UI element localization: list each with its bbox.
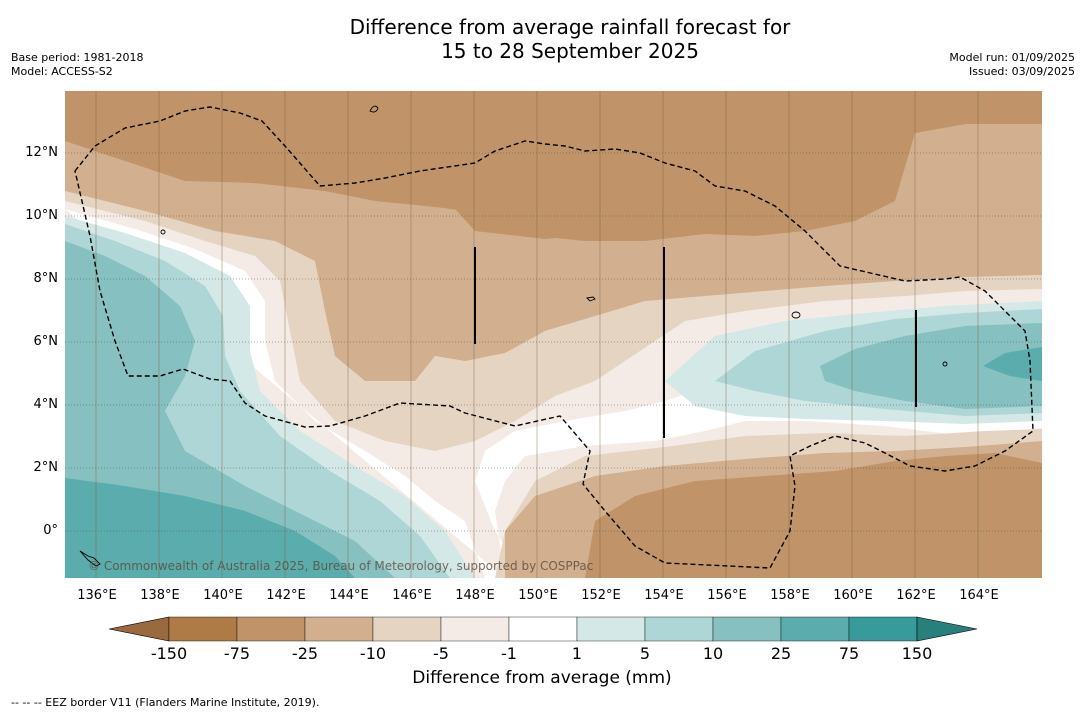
colorbar-tick-75: 75	[838, 644, 860, 663]
lat-label-2n: 2°N	[33, 460, 59, 475]
colorbar-segment-10	[780, 616, 850, 642]
colorbar-tick-minus1: -1	[501, 644, 517, 663]
colorbar-segment-9	[712, 616, 782, 642]
colorbar-tick-minus150: -150	[150, 644, 188, 663]
lon-label-138e: 138°E	[140, 588, 180, 603]
colorbar-segment-5	[440, 616, 510, 642]
lat-label-0: 0°	[43, 523, 58, 538]
model-text: Model: ACCESS-S2	[11, 65, 113, 78]
lon-label-158e: 158°E	[770, 588, 810, 603]
colorbar-segment-7	[576, 616, 646, 642]
eez-footnote: -- -- -- EEZ border V11 (Flanders Marine…	[11, 696, 320, 709]
lat-label-4n: 4°N	[33, 397, 59, 412]
colorbar-tick-minus10: -10	[359, 644, 387, 663]
lon-label-156e: 156°E	[707, 588, 747, 603]
lon-label-144e: 144°E	[329, 588, 369, 603]
lat-label-6n: 6°N	[33, 334, 59, 349]
colorbar-segment-1	[168, 616, 238, 642]
lat-label-10n: 10°N	[25, 208, 58, 223]
lon-label-154e: 154°E	[644, 588, 684, 603]
lon-label-146e: 146°E	[392, 588, 432, 603]
colorbar-segment-2	[236, 616, 306, 642]
eez-border	[74, 106, 1034, 569]
contour-plus25-east	[983, 347, 1042, 381]
colorbar-segment-8	[644, 616, 714, 642]
lon-label-162e: 162°E	[896, 588, 936, 603]
colorbar-tick-25: 25	[770, 644, 792, 663]
lon-label-140e: 140°E	[203, 588, 243, 603]
model-run-text: Model run: 01/09/2025	[949, 51, 1075, 64]
gridlines	[65, 152, 1042, 532]
colorbar-segment-4	[372, 616, 442, 642]
issued-text: Issued: 03/09/2025	[968, 65, 1075, 78]
colorbar-title: Difference from average (mm)	[412, 668, 672, 688]
colorbar-tick-150: 150	[901, 644, 933, 663]
lon-label-152e: 152°E	[581, 588, 621, 603]
colorbar-tick-10: 10	[702, 644, 724, 663]
contour-plus10-east	[820, 323, 1042, 409]
base-period-text: Base period: 1981-2018	[11, 51, 144, 64]
colorbar-tick-minus25: -25	[291, 644, 319, 663]
lat-label-12n: 12°N	[25, 145, 58, 160]
copyright-text: © Commonwealth of Australia 2025, Bureau…	[88, 559, 593, 573]
contour-minus75-south	[585, 453, 1042, 578]
lat-label-8n: 8°N	[33, 271, 59, 286]
island-outlines	[79, 105, 948, 567]
contour-plus25-west	[65, 478, 355, 578]
colorbar-segment-3	[304, 616, 374, 642]
lon-label-150e: 150°E	[518, 588, 558, 603]
colorbar-segment-6	[508, 616, 578, 642]
colorbar	[108, 616, 978, 642]
lon-label-148e: 148°E	[455, 588, 495, 603]
map-canvas: © Commonwealth of Australia 2025, Bureau…	[65, 91, 1042, 578]
colorbar-tick-minus5: -5	[433, 644, 449, 663]
colorbar-tick-1: 1	[571, 644, 583, 663]
contour-minus75-north	[65, 91, 1042, 241]
colorbar-high-arrow	[916, 616, 978, 642]
colorbar-tick-5: 5	[639, 644, 651, 663]
forecast-map: © Commonwealth of Australia 2025, Bureau…	[65, 91, 1042, 578]
map-title-line1: Difference from average rainfall forecas…	[349, 15, 791, 39]
lon-label-164e: 164°E	[959, 588, 999, 603]
colorbar-tick-minus75: -75	[223, 644, 251, 663]
meridian-lines	[95, 91, 979, 578]
lon-label-160e: 160°E	[833, 588, 873, 603]
lon-label-142e: 142°E	[266, 588, 306, 603]
colorbar-segment-11	[848, 616, 918, 642]
lon-label-136e: 136°E	[77, 588, 117, 603]
map-title-line2: 15 to 28 September 2025	[441, 39, 699, 63]
vertical-markers	[474, 247, 917, 438]
colorbar-low-arrow	[108, 616, 170, 642]
